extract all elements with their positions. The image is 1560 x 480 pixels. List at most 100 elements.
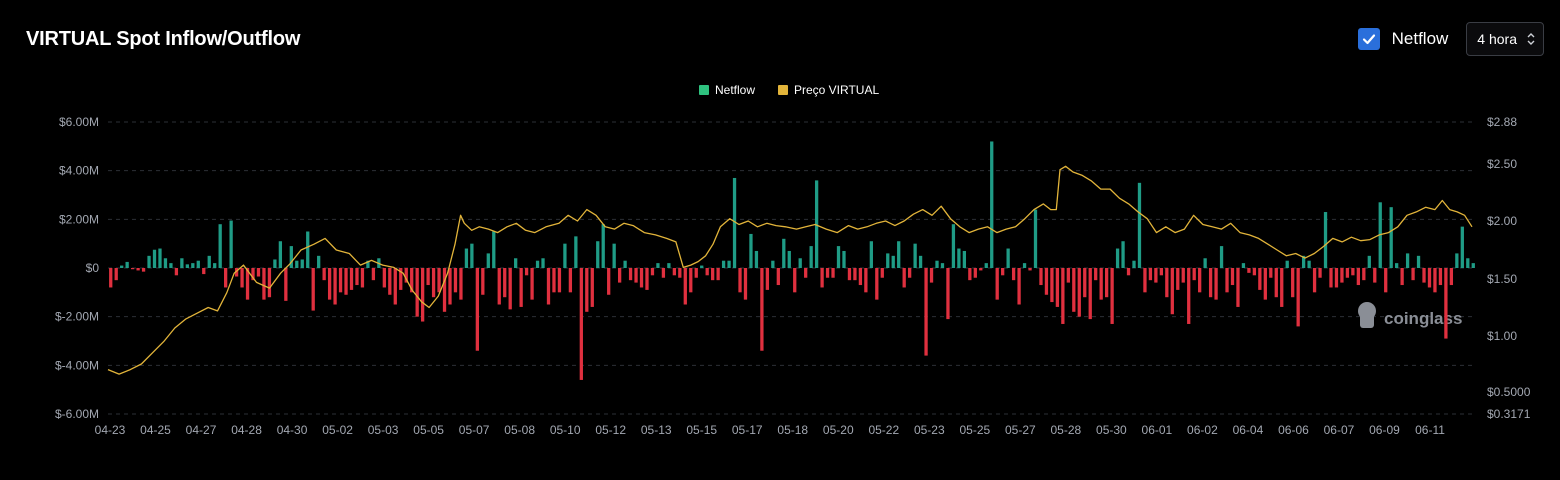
netflow-bar[interactable]: [1011, 268, 1016, 281]
netflow-bar[interactable]: [782, 238, 786, 268]
netflow-bar[interactable]: [716, 268, 720, 281]
netflow-bar[interactable]: [415, 268, 419, 317]
netflow-bar[interactable]: [1110, 268, 1114, 324]
netflow-bar[interactable]: [1050, 268, 1054, 303]
netflow-bar[interactable]: [1307, 260, 1311, 268]
netflow-bar[interactable]: [371, 268, 376, 281]
netflow-bar[interactable]: [1006, 248, 1010, 268]
netflow-bar[interactable]: [814, 180, 819, 268]
netflow-bar[interactable]: [1039, 268, 1043, 286]
netflow-bar[interactable]: [1389, 207, 1393, 268]
netflow-bar[interactable]: [1236, 268, 1240, 307]
netflow-bar[interactable]: [1001, 268, 1005, 276]
netflow-bar[interactable]: [382, 268, 386, 288]
netflow-bar[interactable]: [951, 224, 956, 268]
netflow-bar[interactable]: [256, 268, 261, 277]
netflow-bar[interactable]: [420, 268, 425, 322]
netflow-bar[interactable]: [202, 268, 206, 275]
netflow-bar[interactable]: [327, 268, 332, 300]
netflow-bar[interactable]: [1181, 268, 1185, 283]
netflow-bar[interactable]: [760, 268, 764, 351]
netflow-bar[interactable]: [497, 268, 501, 305]
netflow-bar[interactable]: [743, 268, 748, 300]
netflow-bar[interactable]: [535, 260, 540, 268]
netflow-bar[interactable]: [437, 268, 441, 293]
netflow-bar[interactable]: [1132, 260, 1136, 268]
netflow-bar[interactable]: [426, 268, 430, 286]
netflow-bar[interactable]: [1416, 255, 1421, 268]
netflow-bar[interactable]: [672, 268, 676, 276]
netflow-bar[interactable]: [1061, 268, 1065, 324]
netflow-bar[interactable]: [524, 268, 529, 276]
netflow-bar[interactable]: [1165, 268, 1169, 298]
netflow-bar[interactable]: [596, 241, 600, 268]
netflow-bar[interactable]: [1176, 268, 1180, 290]
netflow-bar[interactable]: [886, 253, 890, 268]
netflow-bar[interactable]: [169, 263, 173, 268]
netflow-bar[interactable]: [1022, 263, 1027, 268]
netflow-bar[interactable]: [1449, 268, 1454, 286]
netflow-bar[interactable]: [765, 268, 770, 290]
netflow-bar[interactable]: [585, 268, 589, 312]
netflow-bar[interactable]: [410, 268, 414, 293]
netflow-bar[interactable]: [568, 268, 573, 293]
netflow-bar[interactable]: [191, 263, 195, 268]
netflow-bar[interactable]: [1258, 268, 1262, 290]
interval-select[interactable]: 4 hora: [1466, 22, 1544, 56]
netflow-bar[interactable]: [1345, 268, 1350, 278]
netflow-bar[interactable]: [875, 268, 879, 300]
netflow-bar[interactable]: [1329, 268, 1333, 288]
netflow-bar[interactable]: [984, 263, 988, 268]
netflow-bar[interactable]: [694, 268, 698, 278]
netflow-bar[interactable]: [481, 268, 485, 295]
netflow-bar[interactable]: [1356, 268, 1360, 286]
netflow-bar[interactable]: [317, 255, 321, 268]
netflow-bar[interactable]: [1143, 268, 1147, 293]
netflow-bar[interactable]: [224, 268, 228, 288]
netflow-bar[interactable]: [1159, 268, 1164, 276]
netflow-bar[interactable]: [1384, 268, 1388, 293]
netflow-bar[interactable]: [1170, 268, 1174, 315]
netflow-bar[interactable]: [1094, 268, 1098, 281]
netflow-bar[interactable]: [749, 233, 753, 268]
netflow-bar[interactable]: [442, 268, 447, 312]
netflow-bar[interactable]: [147, 255, 151, 268]
netflow-bar[interactable]: [541, 258, 545, 268]
netflow-bar[interactable]: [459, 268, 463, 300]
netflow-bar[interactable]: [136, 268, 140, 271]
netflow-bar[interactable]: [486, 253, 490, 268]
netflow-bar[interactable]: [251, 268, 255, 281]
netflow-bar[interactable]: [180, 258, 184, 268]
netflow-bar[interactable]: [1137, 182, 1142, 268]
netflow-bar[interactable]: [453, 268, 458, 293]
netflow-bar[interactable]: [705, 268, 709, 276]
netflow-bar[interactable]: [1072, 268, 1076, 312]
netflow-bar[interactable]: [607, 268, 611, 295]
netflow-bar[interactable]: [1208, 268, 1213, 298]
netflow-bar[interactable]: [1219, 246, 1224, 268]
netflow-bar[interactable]: [798, 258, 802, 268]
netflow-bar[interactable]: [508, 268, 512, 310]
netflow-bar[interactable]: [995, 268, 999, 300]
netflow-bar[interactable]: [245, 268, 250, 300]
netflow-bar[interactable]: [1247, 268, 1251, 273]
netflow-bar[interactable]: [957, 248, 961, 268]
netflow-bar[interactable]: [946, 268, 950, 320]
netflow-bar[interactable]: [1367, 255, 1371, 268]
netflow-bar[interactable]: [1340, 268, 1344, 283]
netflow-bar[interactable]: [1280, 268, 1284, 307]
netflow-bar[interactable]: [601, 224, 605, 268]
netflow-bar[interactable]: [1362, 268, 1366, 281]
netflow-bar[interactable]: [656, 263, 660, 268]
netflow-bar[interactable]: [1192, 268, 1196, 281]
netflow-bar[interactable]: [820, 268, 824, 288]
netflow-bar[interactable]: [563, 243, 567, 268]
netflow-bar[interactable]: [836, 246, 841, 268]
netflow-bar[interactable]: [218, 224, 222, 268]
netflow-bar[interactable]: [908, 268, 912, 278]
netflow-bar[interactable]: [1077, 268, 1081, 317]
netflow-bar[interactable]: [1291, 268, 1295, 298]
netflow-bar[interactable]: [1083, 268, 1087, 298]
netflow-bar[interactable]: [617, 268, 622, 283]
netflow-bar[interactable]: [158, 248, 162, 268]
